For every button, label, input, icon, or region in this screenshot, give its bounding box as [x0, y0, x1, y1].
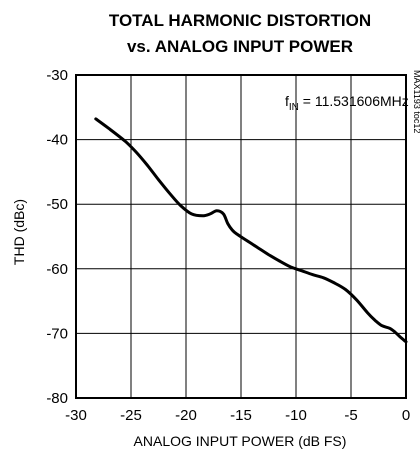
y-tick-label: -40: [46, 132, 68, 149]
frequency-annotation: fIN = 11.531606MHz: [285, 93, 409, 113]
figure-code-label: MAX1193 toc12: [412, 70, 420, 133]
x-tick-label: -15: [230, 407, 252, 424]
x-tick-label: -25: [120, 407, 142, 424]
chart-subtitle: vs. ANALOG INPUT POWER: [127, 37, 353, 56]
thd-series-line: [94, 117, 408, 344]
plot-frame: [75, 74, 407, 399]
y-tick-label: -70: [46, 325, 68, 342]
x-tick-label: -30: [65, 407, 87, 424]
chart-title: TOTAL HARMONIC DISTORTION: [109, 11, 371, 30]
x-tick-labels: -30 -25 -20 -15 -10 -5 0: [65, 407, 410, 424]
y-tick-label: -30: [46, 67, 68, 84]
y-tick-label: -60: [46, 261, 68, 278]
x-axis-label: ANALOG INPUT POWER (dB FS): [134, 433, 347, 449]
x-tick-label: -5: [344, 407, 357, 424]
grid: [76, 75, 406, 398]
y-tick-label: -80: [46, 390, 68, 407]
y-axis-label: THD (dBc): [11, 199, 27, 265]
y-tick-labels: -30 -40 -50 -60 -70 -80: [46, 67, 68, 407]
x-tick-label: 0: [402, 407, 410, 424]
x-tick-label: -10: [285, 407, 307, 424]
x-tick-label: -20: [175, 407, 197, 424]
y-tick-label: -50: [46, 196, 68, 213]
